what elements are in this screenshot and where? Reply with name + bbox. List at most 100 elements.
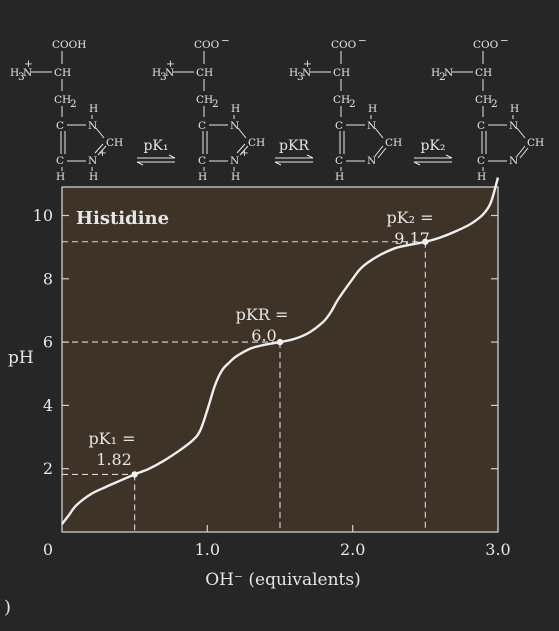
atom-label: N xyxy=(509,155,518,167)
bond xyxy=(516,127,526,139)
bond xyxy=(237,127,247,139)
atom-label: H xyxy=(431,67,440,79)
atom-label: CH xyxy=(248,137,265,149)
pk-guide-lines xyxy=(62,241,426,532)
atom-label: H xyxy=(198,171,207,183)
y-axis-label: pH xyxy=(8,348,34,368)
x-tick-label: 2.0 xyxy=(340,540,365,559)
equilibrium-label: pK₁ xyxy=(143,138,168,154)
pKR-point xyxy=(276,338,284,346)
atom-label: CH xyxy=(475,94,492,106)
equilibrium-label: pKR xyxy=(279,138,309,154)
atom-label: 2 xyxy=(491,98,498,110)
atom-label: CH xyxy=(106,137,123,149)
equilibrium-arrows: pK₁ pKR pK₂ xyxy=(136,138,453,166)
atom-label: CH xyxy=(333,67,350,79)
bond xyxy=(374,127,384,139)
atom-label: H xyxy=(89,103,98,115)
atom-label: H xyxy=(289,67,298,79)
plot-area: pK₁ = 1.82 pKR = 6.0 pK₂ = 9.17 Histidine xyxy=(61,177,500,533)
bond xyxy=(94,143,104,154)
pKR-label: pKR = xyxy=(236,305,289,324)
atom-label: N xyxy=(509,120,518,132)
atom-label: H xyxy=(231,171,240,183)
atom-label: N xyxy=(230,120,239,132)
corner-mark: ) xyxy=(4,597,11,618)
atom-label: H xyxy=(477,171,486,183)
atom-label: CH xyxy=(475,67,492,79)
atom-label: N xyxy=(23,67,32,79)
pK1-point xyxy=(131,471,138,478)
atom-label: + xyxy=(166,58,175,70)
atom-label: C xyxy=(335,120,343,132)
atom-label: H xyxy=(231,103,240,115)
atom-label: CH xyxy=(54,67,71,79)
forward-arrow-head xyxy=(445,154,453,159)
atom-label: N xyxy=(367,155,376,167)
atom-label: COOH xyxy=(52,39,86,51)
atom-label: 2 xyxy=(439,71,446,83)
equilibrium-label: pK₂ xyxy=(420,138,445,154)
atom-label: C xyxy=(335,155,343,167)
atom-label: C xyxy=(477,155,485,167)
atom-label: CH xyxy=(527,137,544,149)
atom-label: 2 xyxy=(70,98,77,110)
x-tick-label: 1.0 xyxy=(195,540,220,559)
atom-label: + xyxy=(303,58,312,70)
atom-label: 3 xyxy=(160,71,167,83)
atom-label: CH xyxy=(196,67,213,79)
forward-arrow-head xyxy=(306,154,314,159)
equilibrium-1: pK₁ xyxy=(136,138,176,166)
atom-label: H xyxy=(56,171,65,183)
bond xyxy=(377,147,387,159)
pK2-label: pK₂ = xyxy=(386,208,433,227)
pK2-point xyxy=(422,238,429,245)
atom-label: COO xyxy=(194,39,220,51)
atom-label: H xyxy=(368,103,377,115)
atom-label: C xyxy=(477,120,485,132)
atom-label: CH xyxy=(385,137,402,149)
atom-label: 2 xyxy=(212,98,219,110)
reverse-arrow-head xyxy=(413,161,421,166)
atom-label: 3 xyxy=(18,71,25,83)
atom-label: C xyxy=(198,120,206,132)
y-tick-labels: 2 4 6 8 10 xyxy=(33,206,53,478)
atom-label: CH xyxy=(196,94,213,106)
atom-label: H xyxy=(335,171,344,183)
pK2-value: 9.17 xyxy=(394,229,430,248)
bond xyxy=(374,145,384,157)
y-tick-label: 10 xyxy=(33,206,53,225)
atom-label: − xyxy=(358,35,367,47)
atom-label: C xyxy=(56,120,64,132)
equilibrium-2: pKR xyxy=(274,138,314,166)
atom-label: − xyxy=(500,35,509,47)
reverse-arrow-head xyxy=(136,161,144,166)
y-tick-label: 8 xyxy=(43,269,53,288)
bond xyxy=(239,145,249,156)
chart-title: Histidine xyxy=(76,208,169,229)
forward-arrow-head xyxy=(168,154,176,159)
atom-label: N xyxy=(367,120,376,132)
pK1-value: 1.82 xyxy=(96,450,132,469)
x-axis-label: OH⁻ (equivalents) xyxy=(205,570,360,590)
bond xyxy=(95,127,105,139)
x-tick-label: 3.0 xyxy=(485,540,510,559)
atom-label: H xyxy=(10,67,19,79)
atom-label: N xyxy=(165,67,174,79)
pk-labels: pK₁ = 1.82 pKR = 6.0 pK₂ = 9.17 xyxy=(88,208,433,469)
atom-label: C xyxy=(56,155,64,167)
atom-label: N xyxy=(88,155,97,167)
bond xyxy=(519,147,529,159)
atom-label: N xyxy=(88,120,97,132)
atom-label: CH xyxy=(54,94,71,106)
atom-label: N xyxy=(302,67,311,79)
atom-label: C xyxy=(198,155,206,167)
atom-label: N xyxy=(230,155,239,167)
atom-label: − xyxy=(221,35,230,47)
atom-label: + xyxy=(98,147,107,159)
